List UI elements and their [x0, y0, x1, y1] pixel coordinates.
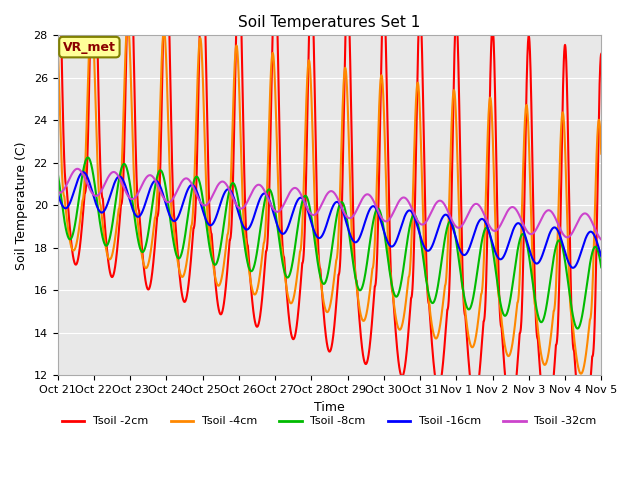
Tsoil -4cm	[577, 371, 585, 377]
Line: Tsoil -32cm: Tsoil -32cm	[58, 169, 601, 240]
Tsoil -4cm	[54, 36, 61, 42]
Tsoil -2cm	[597, 52, 605, 58]
Tsoil -2cm	[383, 60, 390, 66]
Line: Tsoil -8cm: Tsoil -8cm	[58, 157, 601, 328]
Tsoil -8cm	[546, 282, 554, 288]
Tsoil -16cm	[569, 265, 577, 271]
Tsoil -2cm	[205, 206, 213, 212]
Tsoil -16cm	[597, 253, 605, 259]
Tsoil -8cm	[597, 264, 605, 269]
Tsoil -2cm	[579, 436, 587, 442]
Line: Tsoil -2cm: Tsoil -2cm	[58, 0, 601, 439]
Tsoil -16cm	[54, 190, 61, 195]
Tsoil -32cm	[74, 166, 81, 172]
Tsoil -32cm	[383, 218, 390, 224]
Tsoil -4cm	[546, 342, 554, 348]
Tsoil -32cm	[597, 237, 605, 242]
Tsoil -16cm	[597, 253, 605, 259]
Legend: Tsoil -2cm, Tsoil -4cm, Tsoil -8cm, Tsoil -16cm, Tsoil -32cm: Tsoil -2cm, Tsoil -4cm, Tsoil -8cm, Tsoi…	[58, 412, 601, 431]
Tsoil -4cm	[170, 229, 178, 235]
Tsoil -2cm	[392, 330, 399, 336]
Title: Soil Temperatures Set 1: Soil Temperatures Set 1	[238, 15, 420, 30]
Tsoil -2cm	[597, 51, 605, 57]
Tsoil -4cm	[205, 229, 213, 235]
Tsoil -4cm	[597, 151, 605, 156]
Y-axis label: Soil Temperature (C): Soil Temperature (C)	[15, 141, 28, 270]
Tsoil -8cm	[84, 155, 92, 160]
Tsoil -16cm	[170, 218, 178, 224]
Tsoil -8cm	[170, 243, 178, 249]
Tsoil -2cm	[170, 212, 178, 217]
Line: Tsoil -4cm: Tsoil -4cm	[58, 16, 601, 374]
Line: Tsoil -16cm: Tsoil -16cm	[58, 172, 601, 268]
Tsoil -16cm	[205, 222, 213, 228]
Tsoil -4cm	[88, 13, 95, 19]
Tsoil -32cm	[392, 204, 400, 210]
Tsoil -8cm	[383, 245, 390, 251]
Tsoil -4cm	[597, 147, 605, 153]
Tsoil -32cm	[546, 207, 554, 213]
Tsoil -2cm	[546, 415, 554, 421]
Tsoil -4cm	[392, 315, 400, 321]
Tsoil -8cm	[392, 294, 400, 300]
Tsoil -16cm	[79, 169, 87, 175]
Tsoil -8cm	[573, 325, 581, 331]
Tsoil -32cm	[205, 199, 213, 204]
Tsoil -16cm	[383, 236, 390, 242]
Tsoil -8cm	[205, 244, 213, 250]
Tsoil -16cm	[546, 230, 554, 236]
Tsoil -8cm	[597, 264, 605, 270]
Tsoil -16cm	[392, 239, 400, 245]
Tsoil -8cm	[54, 169, 61, 175]
X-axis label: Time: Time	[314, 400, 345, 413]
Tsoil -4cm	[383, 192, 390, 198]
Tsoil -32cm	[170, 194, 178, 200]
Tsoil -32cm	[54, 189, 61, 195]
Text: VR_met: VR_met	[63, 41, 116, 54]
Tsoil -32cm	[597, 237, 605, 242]
